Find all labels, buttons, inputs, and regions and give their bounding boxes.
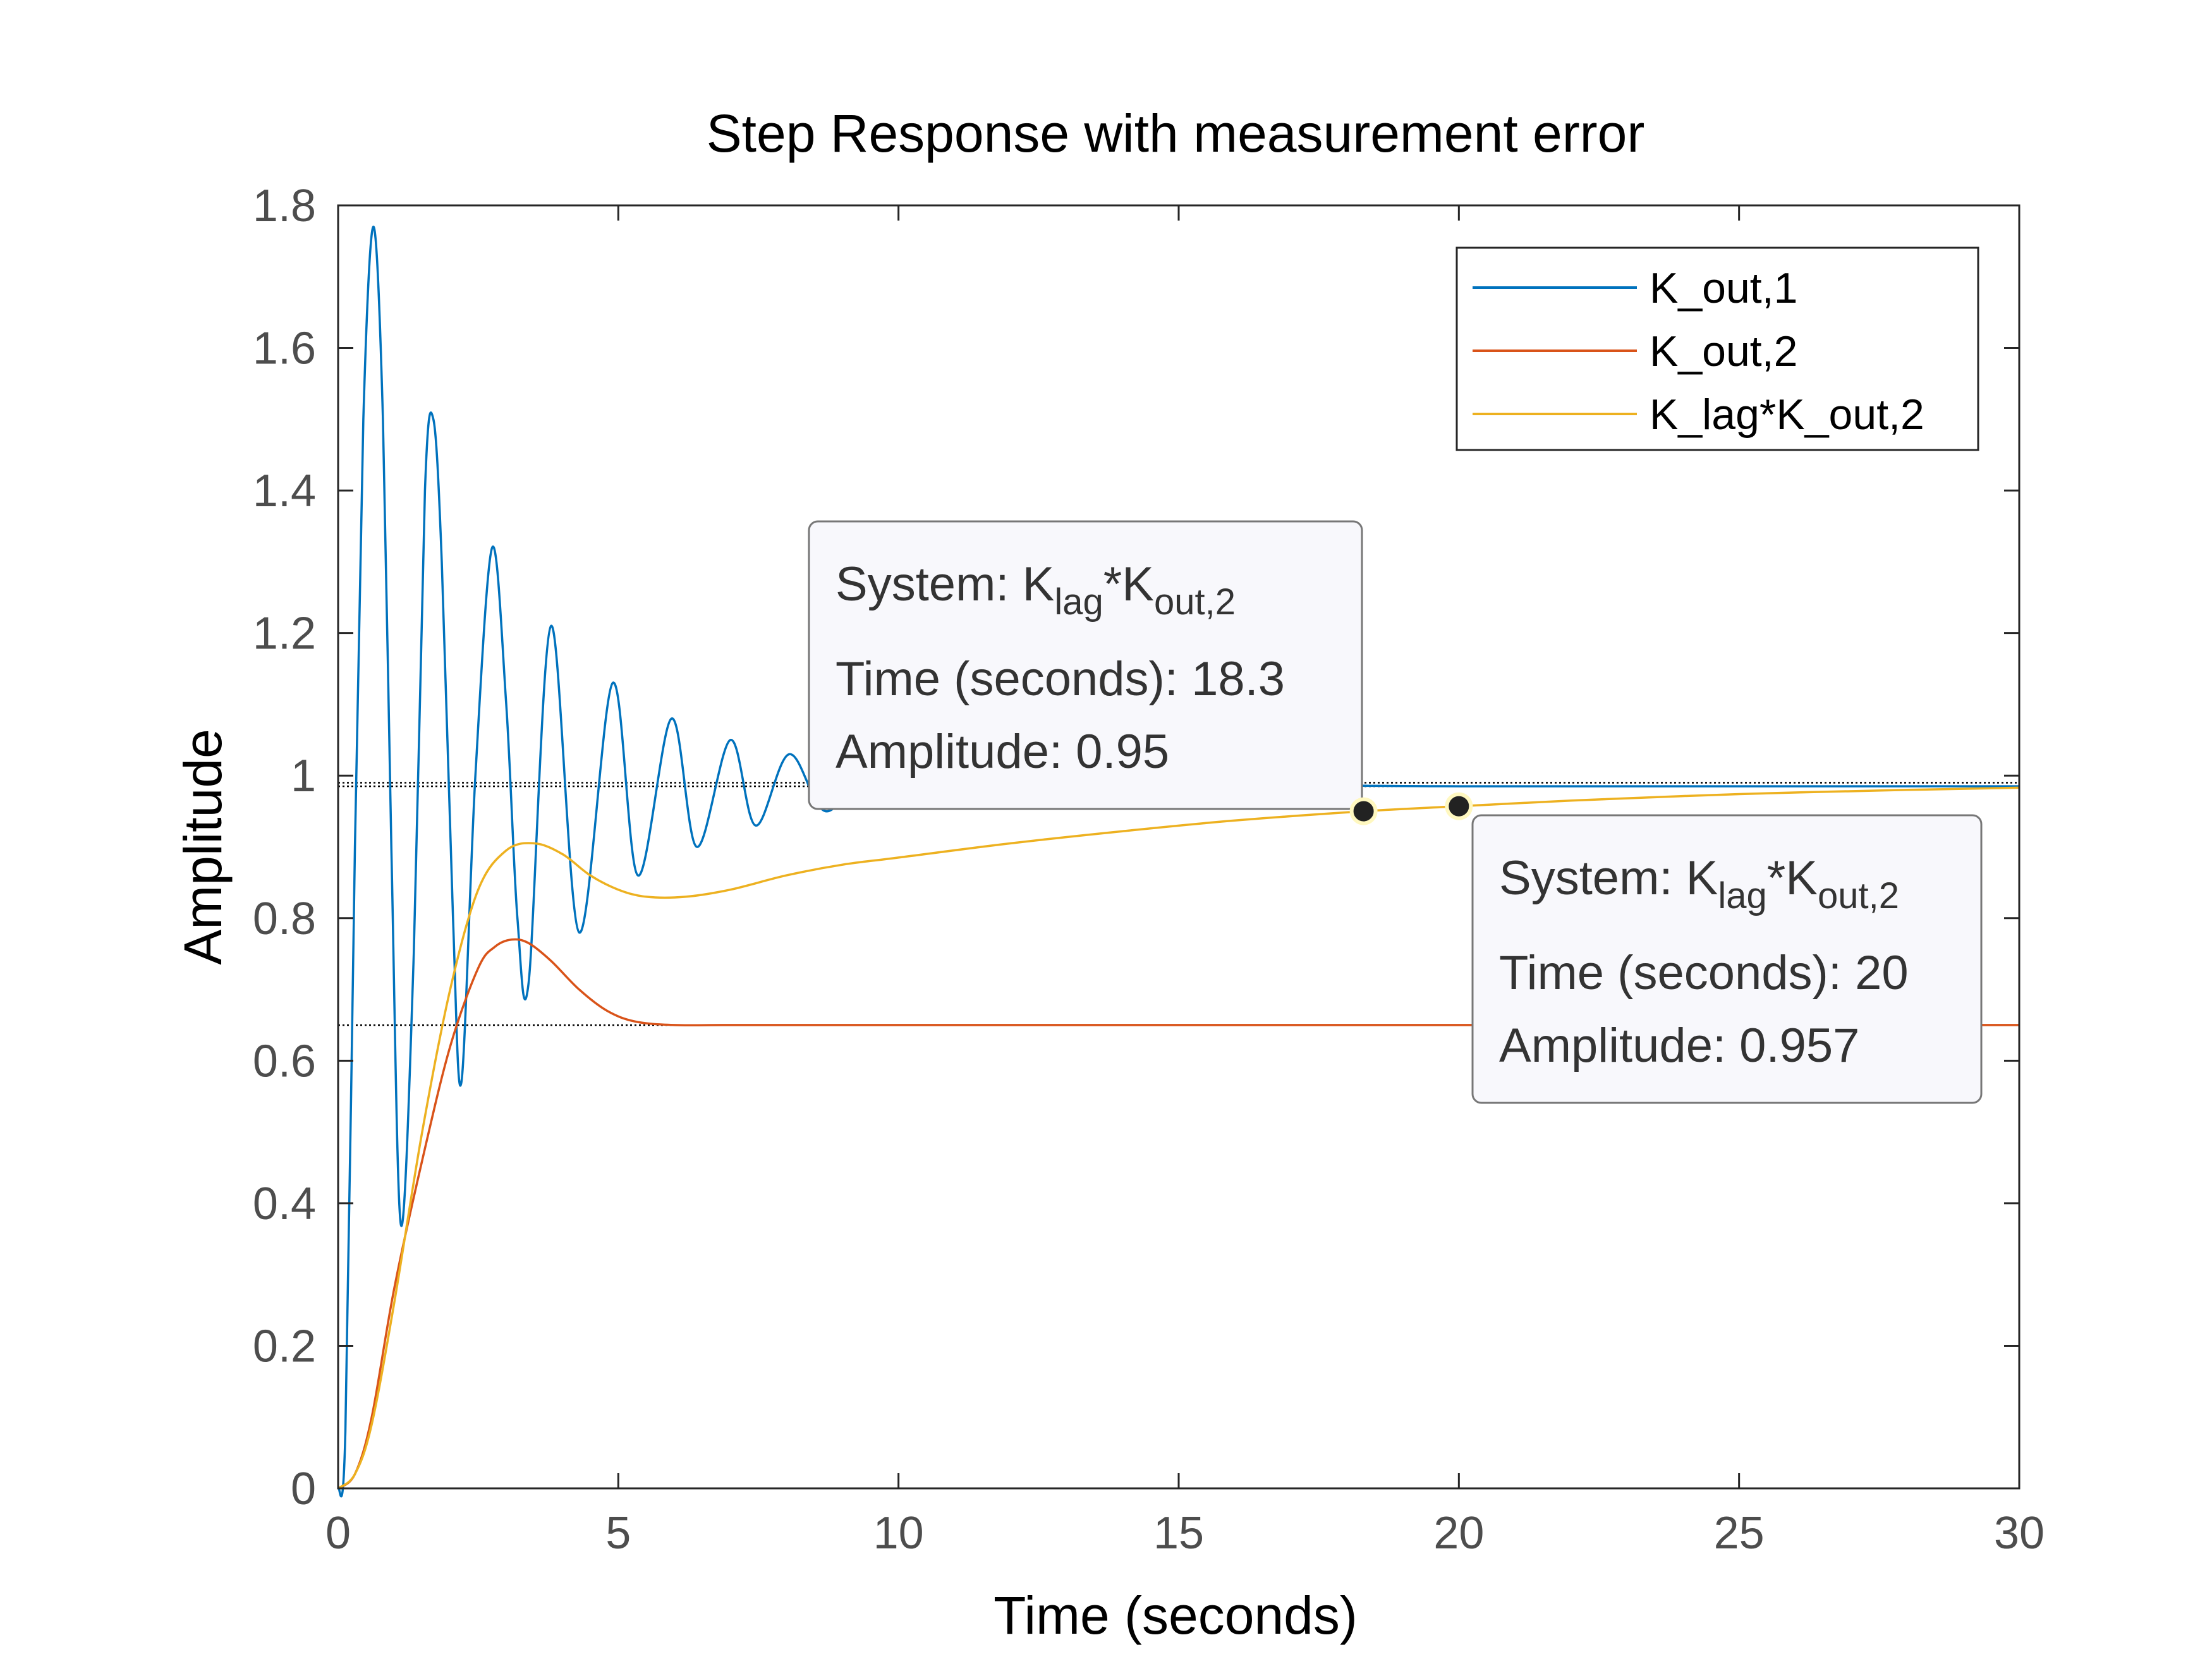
legend-label: K_lag*K_out,2	[1650, 391, 1924, 439]
datatip-time: Time (seconds): 18.3	[836, 652, 1285, 706]
x-tick-label: 0	[325, 1508, 351, 1559]
y-tick-label: 1.4	[253, 466, 316, 516]
series-line-3	[337, 786, 2020, 1490]
chart-title: Step Response with measurement error	[707, 104, 1645, 163]
series-line-2	[337, 938, 2019, 1490]
datatip-system: System: Klag*Kout,2	[1499, 851, 1899, 916]
y-tick-label: 1.2	[253, 609, 316, 659]
legend-items: K_out,1 K_out,2 K_lag*K_out,2	[1473, 264, 1924, 439]
x-tick-label: 5	[605, 1508, 631, 1559]
datatip[interactable]: System: Klag*Kout,2 Time (seconds): 18.3 A…	[808, 520, 1363, 810]
y-tick-label: 0.8	[253, 894, 316, 944]
x-tick-label: 10	[873, 1508, 924, 1559]
datatip-box	[808, 520, 1363, 810]
y-tick-label: 1	[291, 751, 316, 801]
x-tick-label: 15	[1153, 1508, 1204, 1559]
datatip-marker[interactable]	[1349, 797, 1378, 825]
y-tick-label: 0	[291, 1464, 316, 1514]
axis-ticks	[337, 204, 2021, 1490]
y-tick-label: 1.6	[253, 324, 316, 374]
legend: K_out,1 K_out,2 K_lag*K_out,2	[1455, 246, 1979, 451]
legend-label: K_out,2	[1650, 327, 1797, 375]
x-tick-labels: 0 5 10 15 20 25 30	[325, 1508, 2045, 1559]
y-tick-label: 0.6	[253, 1036, 316, 1086]
y-tick-labels: 0 0.2 0.4 0.6 0.8 1 1.2 1.4 1.6 1.8	[253, 181, 316, 1514]
y-tick-label: 1.8	[253, 181, 316, 231]
datatip-system: System: Klag*Kout,2	[836, 557, 1236, 623]
x-tick-label: 25	[1714, 1508, 1765, 1559]
datatip-box	[1471, 814, 1983, 1104]
datatip-amplitude: Amplitude: 0.95	[836, 725, 1169, 779]
legend-box	[1455, 246, 1979, 451]
x-tick-label: 30	[1994, 1508, 2045, 1559]
datatip-marker[interactable]	[1445, 792, 1473, 820]
datatip-time: Time (seconds): 20	[1499, 946, 1909, 1000]
x-axis-label: Time (seconds)	[994, 1586, 1358, 1645]
y-axis-label: Amplitude	[173, 729, 233, 965]
datatips: System: Klag*Kout,2 Time (seconds): 18.3 A…	[808, 520, 1983, 1104]
datatip-amplitude: Amplitude: 0.957	[1499, 1019, 1859, 1073]
datatip[interactable]: System: Klag*Kout,2 Time (seconds): 20 Amp…	[1471, 814, 1983, 1104]
x-tick-label: 20	[1433, 1508, 1484, 1559]
legend-label: K_out,1	[1650, 264, 1797, 312]
y-tick-label: 0.2	[253, 1321, 316, 1371]
y-tick-label: 0.4	[253, 1179, 316, 1229]
